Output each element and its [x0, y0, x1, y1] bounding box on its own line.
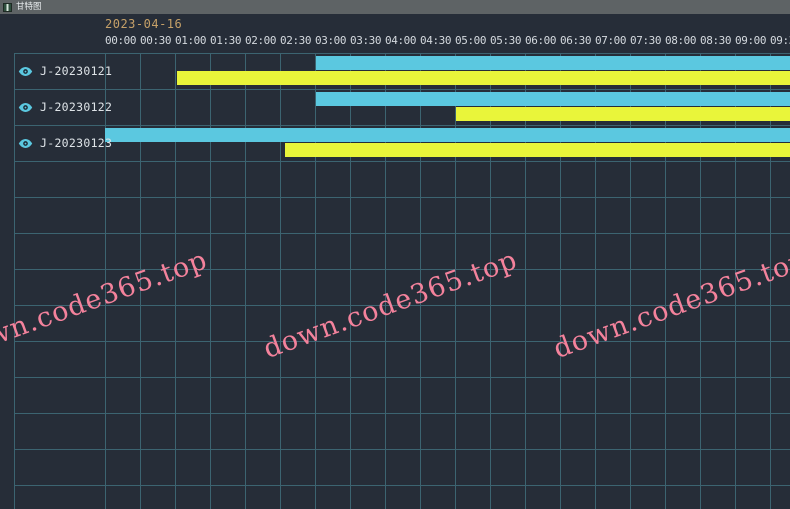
eye-icon[interactable]	[18, 138, 33, 149]
time-tick: 03:30	[350, 34, 382, 47]
date-label: 2023-04-16	[105, 17, 183, 31]
gantt-grid: ✈起飞J-20230121 J-20230122 J-20230123	[0, 53, 790, 509]
task-row[interactable]: J-20230122	[0, 89, 790, 125]
time-tick: 08:00	[665, 34, 697, 47]
window-title: 甘特图	[16, 2, 42, 12]
time-tick: 01:00	[175, 34, 207, 47]
task-row-label[interactable]: J-20230121	[18, 53, 112, 89]
gantt-bar-yellow[interactable]	[456, 107, 790, 121]
task-row[interactable]: J-20230123	[0, 125, 790, 161]
task-row-label[interactable]: J-20230122	[18, 89, 112, 125]
label-column-divider	[105, 53, 106, 509]
gantt-bar-cyan[interactable]	[316, 56, 790, 70]
time-tick: 05:30	[490, 34, 522, 47]
task-name: J-20230123	[40, 136, 113, 150]
time-tick: 05:00	[455, 34, 487, 47]
task-rows: ✈起飞J-20230121 J-20230122 J-20230123	[0, 53, 790, 509]
window-title-bar: 甘特图	[0, 0, 790, 14]
time-tick: 07:30	[630, 34, 662, 47]
time-tick: 06:30	[560, 34, 592, 47]
gantt-header: 2023-04-16 00:00 00:30 01:00 01:30 02:00 02:3…	[0, 14, 790, 53]
gantt-bar-cyan[interactable]	[316, 92, 790, 106]
task-row[interactable]: ✈起飞J-20230121	[0, 53, 790, 89]
eye-icon[interactable]	[18, 66, 33, 77]
gantt-window-icon	[3, 2, 12, 12]
time-tick: 09:00	[735, 34, 767, 47]
task-name: J-20230121	[40, 64, 113, 78]
time-tick: 02:30	[280, 34, 312, 47]
time-tick: 02:00	[245, 34, 277, 47]
time-tick: 04:00	[385, 34, 417, 47]
gantt-bar-yellow[interactable]	[177, 71, 790, 85]
time-tick: 08:30	[700, 34, 732, 47]
time-tick: 03:00	[315, 34, 347, 47]
gantt-bar-cyan[interactable]	[105, 128, 790, 142]
time-tick: 07:00	[595, 34, 627, 47]
gantt-chart-area: 2023-04-16 00:00 00:30 01:00 01:30 02:00 02:3…	[0, 14, 790, 509]
time-tick: 04:30	[420, 34, 452, 47]
grid-left-border	[14, 53, 15, 509]
time-tick: 00:00	[105, 34, 137, 47]
task-name: J-20230122	[40, 100, 113, 114]
time-tick: 09:30	[770, 34, 790, 47]
eye-icon[interactable]	[18, 102, 33, 113]
task-row-label[interactable]: J-20230123	[18, 125, 112, 161]
time-tick: 01:30	[210, 34, 242, 47]
time-tick: 06:00	[525, 34, 557, 47]
time-axis: 00:00 00:30 01:00 01:30 02:00 02:30 03:00 03:30…	[105, 34, 790, 50]
time-tick: 00:30	[140, 34, 172, 47]
gantt-bar-yellow[interactable]	[285, 143, 790, 157]
